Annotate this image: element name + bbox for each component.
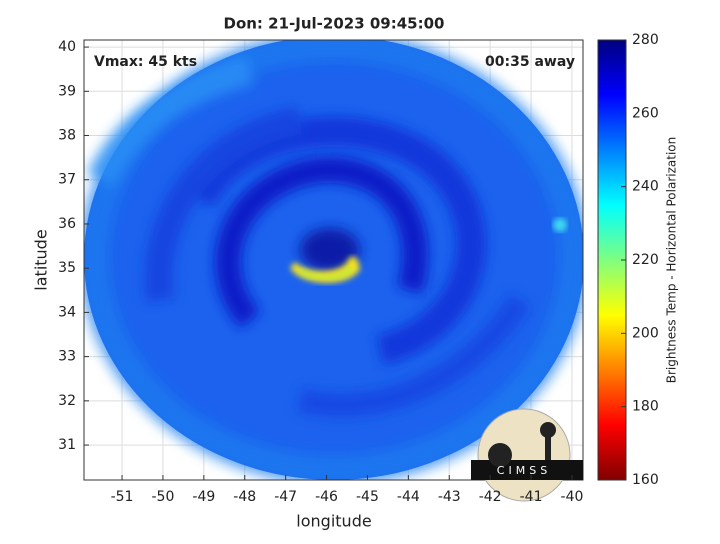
colorbar-tick-label: 200 xyxy=(632,325,659,341)
logo: CIMSS xyxy=(471,408,583,502)
x-tick-label: -48 xyxy=(233,489,256,505)
x-axis-label: longitude xyxy=(296,512,371,531)
x-tick-label: -51 xyxy=(111,489,134,505)
y-tick-label: 35 xyxy=(58,260,76,276)
y-tick-label: 36 xyxy=(58,216,76,232)
plot-frame xyxy=(83,39,584,481)
annotation: Vmax: 45 kts xyxy=(94,54,197,70)
y-tick-label: 32 xyxy=(58,393,76,409)
y-tick-label: 40 xyxy=(58,39,76,55)
x-tick-label: -43 xyxy=(438,489,461,505)
x-tick-label: -41 xyxy=(520,489,543,505)
x-tick-label: -50 xyxy=(152,489,175,505)
x-tick-label: -49 xyxy=(192,489,215,505)
x-tick-label: -46 xyxy=(315,489,338,505)
colorbar-tick-label: 160 xyxy=(632,472,659,488)
x-tick-label: -45 xyxy=(356,489,379,505)
colorbar-label: Brightness Temp - Horizontal Polarizatio… xyxy=(665,137,679,384)
colorbar-tick-label: 220 xyxy=(632,252,659,268)
colorbar-tick-label: 240 xyxy=(632,179,659,195)
y-tick-label: 34 xyxy=(58,304,76,320)
satellite-image xyxy=(84,40,583,480)
y-axis-label: latitude xyxy=(32,229,51,290)
x-tick-label: -47 xyxy=(274,489,297,505)
x-tick-label: -42 xyxy=(479,489,502,505)
logo-text: CIMSS xyxy=(497,464,551,477)
chart-title: Don: 21-Jul-2023 09:45:00 xyxy=(224,15,445,33)
colorbar-tick-label: 260 xyxy=(632,105,659,121)
annotation: 00:35 away xyxy=(485,54,575,70)
y-tick-label: 39 xyxy=(58,83,76,99)
y-tick-label: 37 xyxy=(58,172,76,188)
y-tick-label: 38 xyxy=(58,128,76,144)
colorbar-tick-label: 180 xyxy=(632,399,659,415)
x-tick-label: -40 xyxy=(561,489,584,505)
y-tick-label: 31 xyxy=(58,437,76,453)
colorbar-tick-label: 280 xyxy=(632,32,659,48)
y-tick-label: 33 xyxy=(58,349,76,365)
x-tick-label: -44 xyxy=(397,489,420,505)
